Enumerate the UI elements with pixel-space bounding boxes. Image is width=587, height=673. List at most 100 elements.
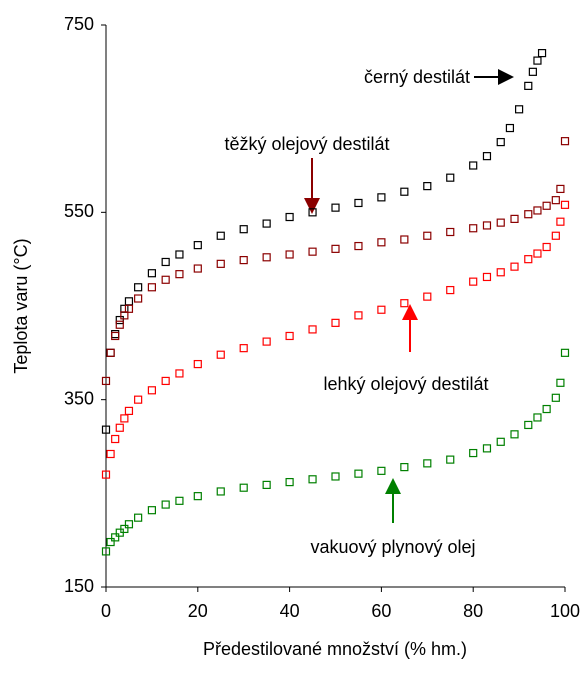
marker — [400, 235, 409, 244]
marker — [120, 414, 129, 423]
marker — [551, 196, 560, 205]
marker — [285, 477, 294, 487]
marker — [308, 247, 317, 256]
y-axis-label: Teplota varu (°C) — [11, 238, 31, 373]
marker — [115, 423, 124, 432]
marker — [331, 318, 340, 327]
marker — [505, 123, 515, 133]
marker — [331, 472, 340, 481]
marker — [533, 413, 542, 422]
marker — [111, 331, 120, 341]
marker — [161, 500, 170, 509]
marker — [446, 227, 455, 237]
marker — [524, 420, 533, 430]
y-tick-label: 150 — [64, 576, 94, 596]
marker — [161, 257, 170, 267]
marker — [120, 311, 129, 320]
y-tick-label: 350 — [64, 388, 94, 408]
marker — [111, 330, 120, 339]
marker — [239, 256, 248, 265]
marker — [354, 311, 363, 320]
marker — [147, 269, 156, 278]
marker — [446, 173, 455, 182]
marker — [528, 67, 537, 76]
marker — [423, 292, 432, 301]
marker — [124, 297, 134, 306]
marker — [496, 218, 505, 227]
marker — [175, 250, 184, 259]
marker — [239, 225, 248, 234]
marker — [120, 304, 129, 313]
marker — [101, 425, 111, 434]
marker — [216, 487, 225, 496]
marker — [542, 201, 551, 210]
marker — [510, 262, 519, 271]
marker — [111, 533, 120, 542]
marker — [524, 81, 533, 90]
marker — [482, 221, 492, 230]
marker — [556, 378, 565, 387]
annotation: těžký olejový destilát — [224, 134, 389, 154]
marker — [175, 270, 184, 279]
marker — [377, 193, 386, 202]
marker — [193, 492, 202, 501]
marker — [560, 137, 570, 146]
marker — [482, 272, 492, 282]
marker — [423, 182, 432, 191]
marker — [216, 231, 225, 240]
marker — [216, 350, 225, 359]
marker — [496, 137, 505, 147]
marker — [400, 463, 409, 472]
marker — [239, 483, 248, 492]
marker — [560, 348, 570, 357]
marker — [175, 496, 184, 505]
marker — [262, 337, 271, 346]
annotation: černý destilát — [364, 67, 470, 87]
marker — [124, 520, 134, 529]
marker — [134, 513, 143, 522]
marker — [331, 244, 340, 253]
marker — [496, 268, 505, 277]
marker — [556, 217, 565, 226]
marker — [524, 210, 533, 219]
marker — [354, 241, 363, 251]
marker — [161, 275, 170, 284]
y-tick-label: 550 — [64, 201, 94, 221]
marker — [446, 455, 455, 464]
marker — [377, 466, 386, 475]
marker — [308, 208, 317, 217]
y-tick-label: 750 — [64, 14, 94, 34]
x-tick-label: 60 — [371, 601, 391, 621]
marker — [106, 348, 115, 357]
marker — [193, 264, 202, 273]
marker — [423, 231, 432, 240]
marker — [533, 206, 542, 215]
marker — [193, 359, 202, 369]
marker — [134, 283, 143, 292]
marker — [124, 304, 134, 313]
marker — [106, 348, 115, 357]
marker — [120, 524, 129, 534]
x-tick-label: 0 — [101, 601, 111, 621]
marker — [115, 320, 124, 329]
marker — [111, 434, 120, 444]
marker — [354, 198, 363, 208]
marker — [115, 315, 124, 325]
marker — [482, 152, 492, 161]
marker — [106, 449, 115, 459]
x-tick-label: 20 — [188, 601, 208, 621]
marker — [514, 105, 524, 114]
marker — [147, 386, 156, 395]
marker — [175, 369, 184, 378]
marker — [510, 430, 519, 439]
annotation: vakuový plynový olej — [310, 537, 475, 557]
marker — [446, 285, 455, 295]
marker — [524, 255, 533, 264]
x-tick-label: 40 — [280, 601, 300, 621]
marker — [262, 480, 271, 490]
x-tick-label: 80 — [463, 601, 483, 621]
marker — [537, 48, 547, 58]
marker — [354, 469, 363, 478]
marker — [469, 224, 478, 233]
